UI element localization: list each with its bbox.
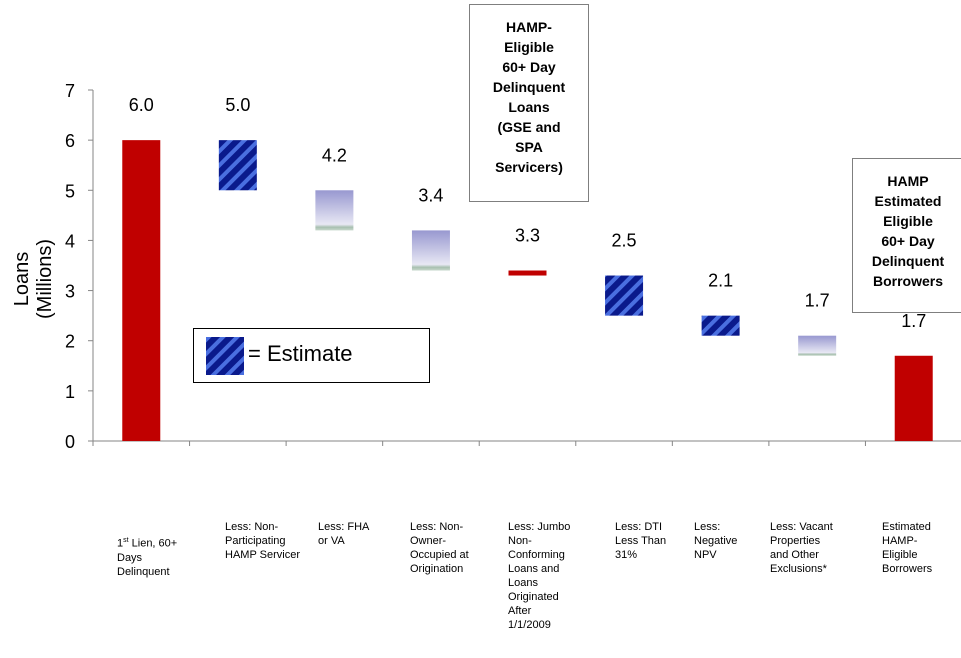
- category-label: Less: DTI Less Than 31%: [615, 521, 667, 561]
- category-label: Estimated HAMP- Eligible Borrowers: [882, 521, 933, 575]
- y-tick-label: 7: [65, 81, 75, 101]
- data-label: 3.4: [418, 185, 443, 205]
- category-label: Less: Non- Participating HAMP Servicer: [225, 521, 300, 561]
- category-label: Less: Negative NPV: [694, 521, 738, 561]
- callout-hamp-eligible-loans: HAMP- Eligible 60+ Day Delinquent Loans …: [469, 4, 589, 202]
- bar-gradient: [411, 230, 450, 271]
- y-axis-label: Loans (Millions): [11, 239, 56, 319]
- bar-gradient: [798, 335, 837, 356]
- bar-estimate: [218, 140, 257, 191]
- data-label: 1.7: [901, 311, 926, 331]
- data-label: 2.1: [708, 271, 733, 291]
- bar-estimate: [605, 275, 644, 316]
- data-label: 1.7: [805, 291, 830, 311]
- data-label: 4.2: [322, 145, 347, 165]
- category-label: Less: Vacant Properties and Other Exclus…: [770, 521, 833, 575]
- legend-label: = Estimate: [248, 341, 353, 366]
- legend: = Estimate: [193, 328, 430, 383]
- data-label: 3.3: [515, 226, 540, 246]
- data-label: 5.0: [225, 95, 250, 115]
- bar-gradient: [315, 190, 354, 231]
- y-tick-label: 2: [65, 332, 75, 352]
- bar-total: [122, 140, 161, 441]
- bar-total: [508, 270, 547, 276]
- category-label: 1st Lien, 60+ Days Delinquent: [117, 537, 178, 578]
- legend-estimate-swatch: [206, 337, 244, 375]
- bar-estimate: [701, 315, 740, 336]
- data-label: 6.0: [129, 95, 154, 115]
- y-tick-label: 5: [65, 181, 75, 201]
- y-tick-label: 1: [65, 382, 75, 402]
- bar-total: [894, 355, 933, 441]
- category-label: Less: Jumbo Non- Conforming Loans and Lo…: [508, 521, 571, 631]
- y-tick-label: 3: [65, 282, 75, 302]
- category-label: Less: Non- Owner- Occupied at Originatio…: [410, 521, 469, 575]
- y-tick-label: 4: [65, 231, 75, 251]
- y-tick-label: 0: [65, 432, 75, 452]
- category-label: Less: FHA or VA: [318, 521, 370, 547]
- y-tick-label: 6: [65, 131, 75, 151]
- data-label: 2.5: [612, 231, 637, 251]
- callout-hamp-estimated-borrowers: HAMP Estimated Eligible 60+ Day Delinque…: [852, 158, 961, 313]
